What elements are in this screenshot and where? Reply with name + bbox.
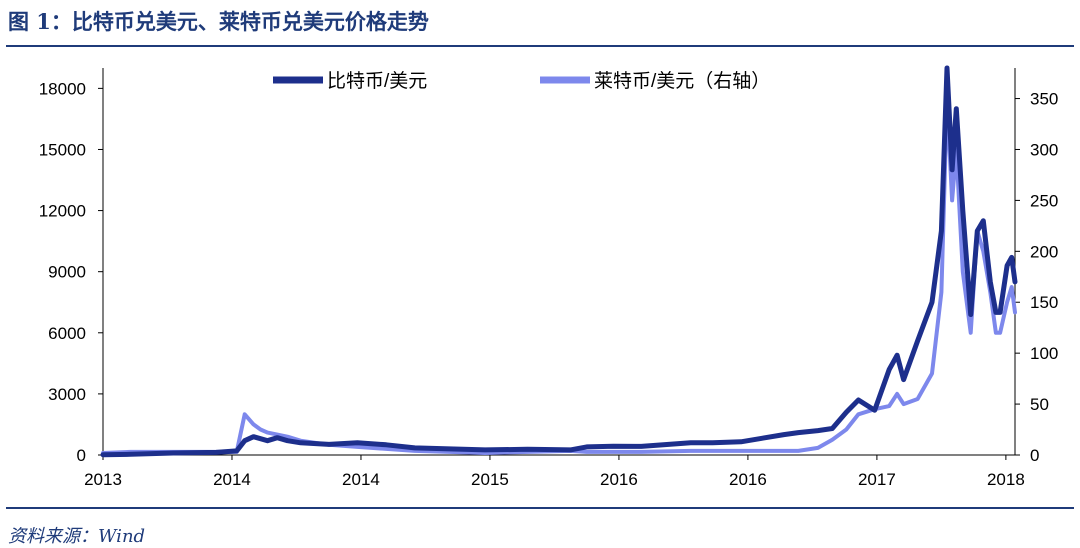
x-tick-label: 2015 xyxy=(471,470,509,489)
litecoin-line xyxy=(101,96,1017,455)
right-tick-label: 200 xyxy=(1030,242,1058,261)
left-tick-label: 6000 xyxy=(48,324,86,343)
x-tick-label: 2014 xyxy=(342,470,380,489)
legend-label: 莱特币/美元（右轴） xyxy=(594,70,770,92)
series-layer xyxy=(100,65,1018,458)
right-tick-label: 0 xyxy=(1030,446,1039,465)
left-axis-ticks: 0 3000 6000 9000 12000 15000 18000 xyxy=(39,79,103,465)
legend-label: 比特币/美元 xyxy=(327,70,427,92)
right-tick-label: 100 xyxy=(1030,344,1058,363)
bitcoin-line xyxy=(100,65,1018,458)
x-tick-label: 2016 xyxy=(600,470,638,489)
left-tick-label: 0 xyxy=(77,446,86,465)
top-rule xyxy=(6,45,1074,47)
bottom-rule xyxy=(6,507,1074,509)
x-tick-label: 2016 xyxy=(729,470,767,489)
left-tick-label: 9000 xyxy=(48,263,86,282)
left-tick-label: 15000 xyxy=(39,140,86,159)
x-tick-label: 2014 xyxy=(213,470,251,489)
right-tick-label: 50 xyxy=(1030,395,1049,414)
right-tick-label: 300 xyxy=(1030,140,1058,159)
source-note: 资料来源：Wind xyxy=(8,526,146,547)
x-axis-ticks: 2013 2014 2014 2015 2016 2016 2017 2018 xyxy=(84,455,1025,489)
right-axis-ticks: 0 50 100 150 200 250 300 350 xyxy=(1015,90,1058,465)
price-chart: 0 3000 6000 9000 12000 15000 18000 0 50 100 150 20… xyxy=(39,65,1058,489)
left-tick-label: 12000 xyxy=(39,202,86,221)
x-tick-label: 2017 xyxy=(858,470,896,489)
x-tick-label: 2013 xyxy=(84,470,122,489)
right-tick-label: 250 xyxy=(1030,191,1058,210)
left-tick-label: 3000 xyxy=(48,385,86,404)
right-tick-label: 350 xyxy=(1030,90,1058,109)
legend: 比特币/美元 莱特币/美元（右轴） xyxy=(273,70,770,92)
right-tick-label: 150 xyxy=(1030,293,1058,312)
figure-title: 图 1：比特币兑美元、莱特币兑美元价格走势 xyxy=(8,9,429,34)
left-tick-label: 18000 xyxy=(39,79,86,98)
x-tick-label: 2018 xyxy=(987,470,1025,489)
